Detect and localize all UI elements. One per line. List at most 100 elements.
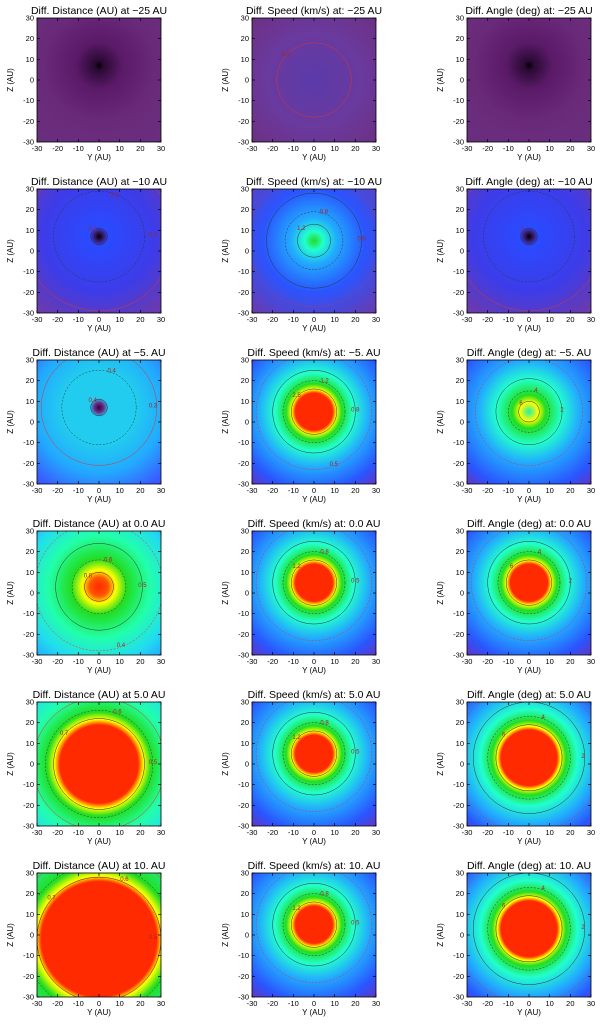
- y-axis-label: Z (AU): [221, 68, 230, 92]
- contour-line: [84, 572, 114, 602]
- x-tick-label: 0: [527, 315, 531, 324]
- contour-label: 0.8: [320, 209, 329, 215]
- x-tick-label: -20: [482, 486, 493, 495]
- x-tick-label: 0: [312, 144, 316, 153]
- x-tick-label: -20: [482, 828, 493, 837]
- y-tick-label: -20: [238, 972, 249, 981]
- x-tick-label: 10: [545, 657, 553, 666]
- y-tick-label: 10: [456, 910, 464, 919]
- y-tick-label: -20: [238, 117, 249, 126]
- contour-line: [495, 378, 563, 445]
- x-tick-label: 20: [566, 657, 574, 666]
- panel-title: Diff. Speed (km/s) at: 0.0 AU: [248, 518, 381, 530]
- heatmap-field: [37, 360, 161, 484]
- x-tick-label: -10: [73, 999, 84, 1008]
- y-tick-label: 20: [241, 718, 249, 727]
- x-axis-label: Y (AU): [517, 495, 541, 504]
- x-tick-label: 10: [545, 486, 553, 495]
- x-tick-label: -30: [247, 486, 258, 495]
- y-tick-label: -30: [238, 993, 249, 1002]
- x-tick-label: 10: [330, 828, 338, 837]
- contour-label: 2: [581, 754, 585, 760]
- y-axis-label: Z (AU): [436, 410, 445, 434]
- x-tick-label: -10: [503, 999, 514, 1008]
- x-tick-label: 0: [312, 828, 316, 837]
- x-tick-label: 10: [545, 315, 553, 324]
- contour-line: [487, 541, 571, 625]
- y-axis-label: Z (AU): [221, 923, 230, 947]
- y-axis-label: Z (AU): [221, 239, 230, 263]
- x-tick-label: 10: [115, 315, 123, 324]
- y-axis-label: Z (AU): [6, 68, 15, 92]
- x-tick-label: 30: [372, 999, 380, 1008]
- y-axis-label: Z (AU): [221, 581, 230, 605]
- panel-title: Diff. Speed (km/s) at: −5. AU: [247, 347, 380, 359]
- y-tick-label: 0: [245, 247, 249, 256]
- contour-line: [291, 730, 337, 777]
- y-tick-label: -30: [23, 822, 34, 831]
- y-tick-label: -30: [23, 480, 34, 489]
- x-tick-label: -20: [267, 828, 278, 837]
- y-tick-label: 0: [30, 760, 34, 769]
- panel-title: Diff. Angle (deg) at: −5. AU: [467, 347, 591, 359]
- contour-label: 0.4: [108, 369, 117, 375]
- contour-label: 6: [519, 401, 523, 407]
- contour-line: [272, 883, 356, 967]
- y-tick-label: 20: [26, 547, 34, 556]
- y-tick-label: -20: [453, 972, 464, 981]
- y-tick-label: 20: [241, 205, 249, 214]
- y-tick-label: -20: [23, 459, 34, 468]
- y-tick-label: 10: [456, 397, 464, 406]
- contour-label: 0.5: [330, 462, 339, 468]
- y-tick-label: 10: [456, 568, 464, 577]
- contour-line: [90, 228, 108, 246]
- contour-line: [272, 712, 356, 796]
- x-tick-label: 20: [566, 315, 574, 324]
- x-tick-label: 20: [351, 828, 359, 837]
- contour-line: [282, 551, 346, 614]
- y-axis-label: Z (AU): [221, 752, 230, 776]
- panel-title: Diff. Angle (deg) at: −25 AU: [465, 5, 592, 17]
- contour-line: [266, 192, 362, 289]
- contour-line: [37, 876, 161, 997]
- heatmap-field: [37, 531, 161, 655]
- y-tick-label: -30: [453, 651, 464, 660]
- y-tick-label: 10: [241, 910, 249, 919]
- x-tick-label: 20: [136, 315, 144, 324]
- x-tick-label: 10: [545, 828, 553, 837]
- x-tick-label: -20: [267, 486, 278, 495]
- contour-label: 1.2: [292, 906, 301, 912]
- y-tick-label: -20: [23, 801, 34, 810]
- y-tick-label: 20: [456, 718, 464, 727]
- contour-label: 6: [502, 904, 506, 910]
- contour-line: [495, 895, 563, 963]
- y-tick-label: -30: [238, 822, 249, 831]
- x-tick-label: 10: [545, 999, 553, 1008]
- x-tick-label: -30: [247, 828, 258, 837]
- x-tick-label: 10: [115, 486, 123, 495]
- y-tick-label: 30: [456, 869, 464, 878]
- x-tick-label: -10: [288, 657, 299, 666]
- contour-line: [506, 559, 552, 606]
- y-tick-label: -20: [238, 288, 249, 297]
- x-tick-label: -10: [73, 657, 84, 666]
- y-tick-label: 0: [460, 76, 464, 85]
- y-tick-label: -10: [23, 609, 34, 618]
- panel-title: Diff. Speed (km/s) at: 5.0 AU: [248, 689, 381, 701]
- contour-label: 0.3: [281, 52, 290, 58]
- contour-line: [282, 893, 346, 956]
- contour-line: [53, 718, 145, 810]
- y-tick-label: -30: [453, 993, 464, 1002]
- x-tick-label: 30: [372, 486, 380, 495]
- y-tick-label: 10: [241, 568, 249, 577]
- y-axis-label: Z (AU): [221, 410, 230, 434]
- heatmap-panel: Diff. Speed (km/s) at: −25 AU 0.3 -30 -20 -1…: [221, 5, 382, 162]
- heatmap-field: [37, 873, 161, 997]
- x-tick-label: -10: [288, 144, 299, 153]
- contour-label: 0.2: [88, 227, 97, 233]
- panel-title: Diff. Angle (deg) at: 10. AU: [467, 860, 591, 872]
- heatmap-panel: Diff. Speed (km/s) at: 5.0 AU 1.2 0.8 0.5 -3…: [221, 689, 380, 846]
- x-tick-label: 30: [587, 999, 595, 1008]
- y-tick-label: 30: [241, 14, 249, 23]
- x-tick-label: 30: [587, 828, 595, 837]
